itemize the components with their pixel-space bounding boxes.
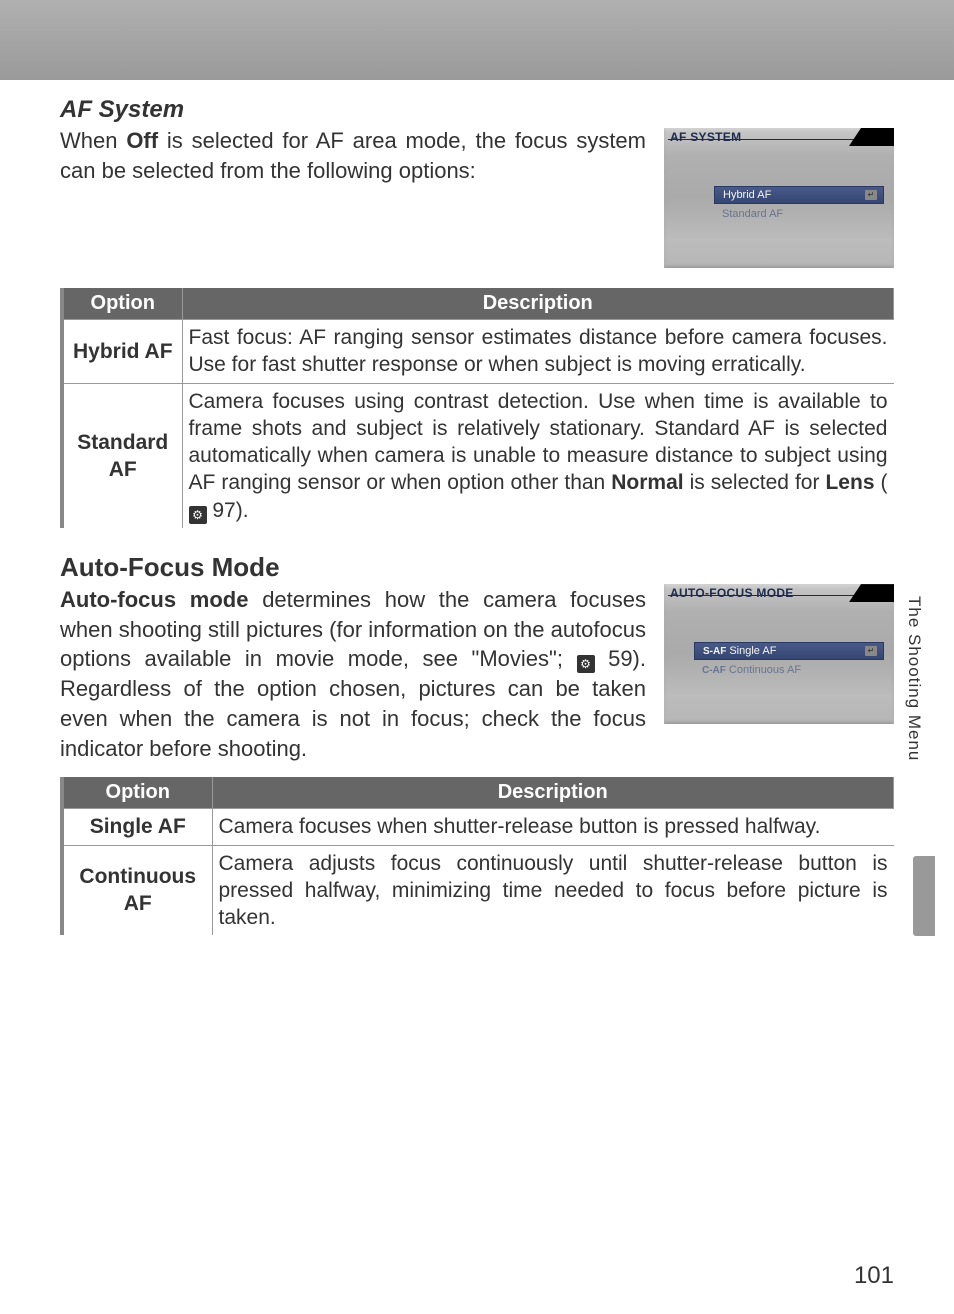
desc-standard-af: Camera focuses using contrast detection.… [182, 383, 894, 528]
opt-standard-af: Standard AF [62, 383, 182, 528]
opt-single-af: Single AF [62, 809, 212, 845]
intro-bold: Off [126, 128, 158, 153]
opt-continuous-af: Continuous AF [62, 845, 212, 935]
table-row: Continuous AF Camera adjusts focus conti… [62, 845, 894, 935]
enter-icon: ↵ [865, 646, 877, 656]
table-header-row: Option Description [62, 288, 894, 320]
enter-icon: ↵ [865, 190, 877, 200]
ref-icon: ⚙ [189, 506, 207, 524]
auto-focus-mode-table: Option Description Single AF Camera focu… [60, 777, 894, 935]
af-system-table: Option Description Hybrid AF Fast focus:… [60, 288, 894, 528]
table-row: Hybrid AF Fast focus: AF ranging sensor … [62, 320, 894, 384]
af-system-lcd: AF SYSTEM Hybrid AF ↵ Standard AF [664, 128, 894, 268]
lcd-title2: AUTO-FOCUS MODE [670, 586, 798, 600]
af-system-title: AF System [60, 96, 646, 124]
lcd-sel-prefix: S-AF [703, 646, 726, 657]
af-system-section: AF System When Off is selected for AF ar… [60, 96, 894, 268]
side-label: The Shooting Menu [904, 596, 924, 761]
side-indicator [913, 856, 935, 936]
lcd-unsel-label2: Continuous AF [729, 664, 801, 676]
table-header-row: Option Description [62, 777, 894, 809]
auto-focus-mode-lcd: AUTO-FOCUS MODE S-AFSingle AF ↵ C-AFCont… [664, 584, 894, 724]
col-description2: Description [212, 777, 894, 809]
col-option: Option [62, 288, 182, 320]
lcd-row-unselected: Standard AF [714, 205, 884, 223]
table-row: Single AF Camera focuses when shutter-re… [62, 809, 894, 845]
page-number: 101 [854, 1262, 894, 1290]
lcd-title: AF SYSTEM [670, 130, 745, 144]
lcd-sel-label: Hybrid AF [723, 189, 771, 201]
ref-icon: ⚙ [577, 655, 595, 673]
opt-hybrid-af: Hybrid AF [62, 320, 182, 384]
top-bar [0, 0, 954, 80]
lcd-row-unselected2: C-AFContinuous AF [694, 661, 884, 679]
auto-focus-mode-title: Auto-Focus Mode [60, 552, 646, 583]
page-content: AF System When Off is selected for AF ar… [0, 80, 954, 935]
lcd-unsel-label: Standard AF [722, 208, 783, 220]
col-description: Description [182, 288, 894, 320]
af-system-intro: When Off is selected for AF area mode, t… [60, 126, 646, 185]
lcd-row-selected2: S-AFSingle AF ↵ [694, 642, 884, 660]
intro-bold2: Auto-focus mode [60, 587, 248, 612]
auto-focus-mode-section: Auto-Focus Mode Auto-focus mode determin… [60, 552, 894, 763]
col-option2: Option [62, 777, 212, 809]
lcd-sel-label2: Single AF [729, 645, 776, 657]
table-row: Standard AF Camera focuses using contras… [62, 383, 894, 528]
desc-single-af: Camera focuses when shutter-release butt… [212, 809, 894, 845]
desc-hybrid-af: Fast focus: AF ranging sensor estimates … [182, 320, 894, 384]
intro-pre: When [60, 128, 126, 153]
side-tab: The Shooting Menu [904, 596, 932, 761]
auto-focus-mode-intro: Auto-focus mode determines how the camer… [60, 585, 646, 763]
lcd-unsel-prefix: C-AF [702, 665, 726, 676]
lcd-row-selected: Hybrid AF ↵ [714, 186, 884, 204]
desc-continuous-af: Camera adjusts focus continuously until … [212, 845, 894, 935]
